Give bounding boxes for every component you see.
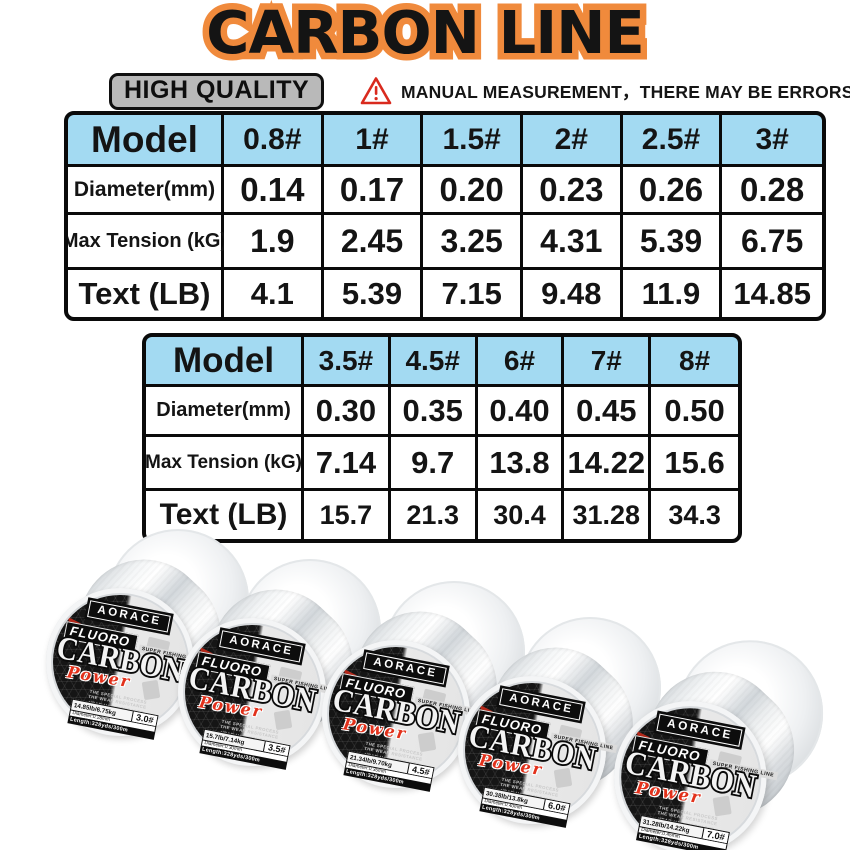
table1-text-value: 11.9 [622,270,723,317]
table2-header-model: Model [146,337,304,387]
table1-tension-value: 1.9 [224,215,324,270]
table1-model-2: 2# [522,115,623,167]
table2-text-value: 34.3 [651,491,738,539]
table1-tension-value: 3.25 [423,215,523,270]
spec-table-1: Model 0.8# 1# 1.5# 2# 2.5# 3# Diameter(m… [64,111,826,321]
table2-diameter-value: 0.45 [564,387,652,437]
table1-header-model: Model [68,115,224,167]
table1-row-tension-label: Max Tension (kG) [68,215,227,270]
table2-text-value: 31.28 [564,491,652,539]
warning-triangle-icon [360,77,392,105]
fishing-line-spool-4.5: AORACE FLUORO SUPER FISHING LINE CARBON … [322,581,525,792]
table1-tension-value: 6.75 [722,215,822,270]
table1-model-2.5: 2.5# [622,115,723,167]
table2-text-value: 15.7 [304,491,391,539]
spool-front-label: AORACE FLUORO SUPER FISHING LINE CARBON … [46,588,206,740]
quality-badge: HIGH QUALITY [109,73,325,110]
table1-tension-value: 5.39 [622,215,723,270]
table1-text-value: 14.85 [722,270,822,317]
warning-note: MANUAL MEASUREMENT，THERE MAY BE ERRORS [360,76,850,106]
warning-text: MANUAL MEASUREMENT，THERE MAY BE ERRORS [401,81,850,102]
table1-model-3: 3# [722,115,822,167]
spec-table-2: Model 3.5# 4.5# 6# 7# 8# Diameter(mm) 0.… [142,333,742,543]
table2-model-4.5: 4.5# [390,337,478,387]
table2-tension-value: 9.7 [390,437,478,491]
table2-text-value: 21.3 [390,491,478,539]
table1-tension-value: 4.31 [522,215,623,270]
table2-tension-value: 14.22 [564,437,652,491]
fishing-line-spool-3.0: AORACE FLUORO SUPER FISHING LINE CARBON … [46,529,249,740]
table2-diameter-value: 0.50 [651,387,738,437]
spool-front-label: AORACE FLUORO SUPER FISHING LINE CARBON … [614,701,778,850]
page-title-text: CARBON LINE [206,0,645,67]
spool-front-label: AORACE FLUORO SUPER FISHING LINE CARBON … [178,618,338,770]
table1-model-0.8: 0.8# [224,115,324,167]
table2-tension-value: 13.8 [477,437,565,491]
table2-tension-value: 15.6 [651,437,738,491]
table1-row-text-label: Text (LB) [68,270,224,317]
table1-diameter-value: 0.23 [522,167,623,215]
spool-front-label: AORACE FLUORO SUPER FISHING LINE CARBON … [458,676,618,828]
table2-row-diameter-label: Diameter(mm) [146,387,304,437]
table2-tension-value: 7.14 [304,437,391,491]
table1-diameter-value: 0.17 [323,167,424,215]
spool-front-label: AORACE FLUORO SUPER FISHING LINE CARBON … [322,640,482,792]
fishing-line-spool-6.0: AORACE FLUORO SUPER FISHING LINE CARBON … [458,617,661,828]
table1-diameter-value: 0.28 [722,167,822,215]
table2-model-6: 6# [477,337,565,387]
table2-text-value: 30.4 [477,491,565,539]
page-title: CARBON LINE CARBON LINE [0,0,850,70]
page-title-outline: CARBON LINE [200,0,652,70]
table2-diameter-value: 0.40 [477,387,565,437]
table2-model-7: 7# [564,337,652,387]
table1-text-value: 7.15 [423,270,523,317]
table1-text-value: 4.1 [224,270,324,317]
table2-model-3.5: 3.5# [304,337,391,387]
table1-text-value: 5.39 [323,270,424,317]
table2-diameter-value: 0.30 [304,387,391,437]
table2-model-8: 8# [651,337,738,387]
fishing-line-spool-7.0: AORACE FLUORO SUPER FISHING LINE CARBON … [614,640,824,850]
table1-diameter-value: 0.20 [423,167,523,215]
table1-text-value: 9.48 [522,270,623,317]
table1-tension-value: 2.45 [323,215,424,270]
table2-row-tension-label: Max Tension (kG) [146,437,304,491]
table1-model-1: 1# [323,115,424,167]
table1-diameter-value: 0.26 [622,167,723,215]
table1-model-1.5: 1.5# [423,115,523,167]
table2-diameter-value: 0.35 [390,387,478,437]
table1-row-diameter-label: Diameter(mm) [68,167,224,215]
fishing-line-spool-3.5: AORACE FLUORO SUPER FISHING LINE CARBON … [178,559,381,770]
table1-diameter-value: 0.14 [224,167,324,215]
